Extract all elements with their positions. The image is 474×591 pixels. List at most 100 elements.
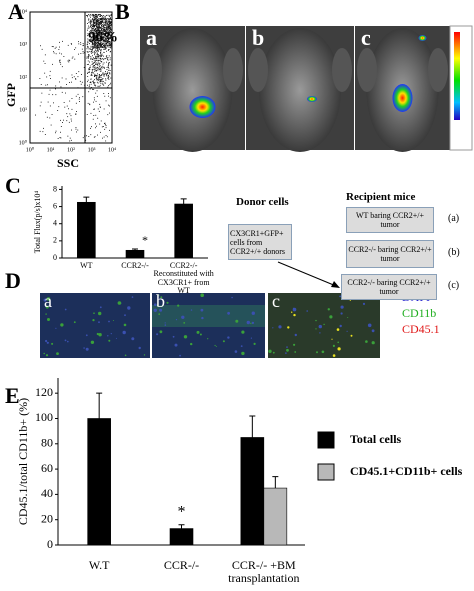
- event-dot: [97, 20, 99, 22]
- event-dot: [57, 110, 59, 111]
- cell-dot: [45, 313, 47, 315]
- event-dot: [103, 17, 104, 19]
- event-dot: [105, 71, 106, 72]
- event-dot: [108, 14, 110, 16]
- event-dot: [47, 101, 49, 103]
- event-dot: [103, 74, 105, 76]
- event-dot: [94, 22, 95, 24]
- cell-dot: [83, 347, 85, 349]
- cell-dot: [323, 323, 325, 326]
- event-dot: [96, 50, 98, 52]
- event-dot: [100, 28, 102, 30]
- cell-dot: [278, 325, 282, 329]
- event-dot: [55, 88, 56, 90]
- event-dot: [96, 39, 97, 41]
- y-tick-label: 4: [53, 219, 57, 228]
- cell-dot: [227, 336, 230, 339]
- event-dot: [87, 29, 88, 31]
- event-dot: [92, 36, 94, 38]
- event-dot: [95, 60, 97, 61]
- event-dot: [59, 81, 60, 83]
- event-dot: [109, 19, 111, 21]
- event-dot: [46, 76, 48, 78]
- event-dot: [104, 16, 106, 18]
- event-dot: [99, 22, 100, 23]
- cell-dot: [337, 341, 340, 344]
- event-dot: [105, 31, 107, 32]
- event-dot: [100, 53, 101, 55]
- event-dot: [106, 72, 108, 74]
- event-dot: [96, 18, 98, 20]
- event-dot: [82, 96, 84, 98]
- event-dot: [110, 14, 112, 16]
- cell-dot: [371, 329, 375, 333]
- event-dot: [95, 34, 97, 36]
- event-dot: [67, 116, 69, 118]
- event-dot: [98, 27, 100, 29]
- event-dot: [82, 137, 84, 139]
- event-dot: [103, 19, 104, 21]
- event-dot: [96, 36, 98, 37]
- event-dot: [90, 14, 92, 16]
- event-dot: [104, 124, 106, 126]
- event-dot: [94, 68, 96, 70]
- event-dot: [106, 36, 107, 37]
- event-dot: [98, 29, 100, 31]
- event-dot: [110, 19, 112, 20]
- y-tick-label: 10²: [19, 75, 27, 81]
- event-dot: [107, 45, 109, 47]
- event-dot: [100, 36, 102, 37]
- event-dot: [102, 28, 104, 30]
- event-dot: [93, 15, 94, 17]
- event-dot: [99, 31, 100, 33]
- event-dot: [98, 46, 100, 48]
- recipient-box: CCR2-/- baring CCR2+/+ tumor: [341, 274, 437, 300]
- event-dot: [100, 80, 102, 82]
- event-dot: [99, 43, 100, 45]
- cell-dot: [112, 320, 114, 321]
- event-dot: [103, 39, 105, 41]
- event-dot: [86, 43, 88, 45]
- event-dot: [104, 35, 106, 37]
- event-dot: [97, 26, 99, 27]
- event-dot: [103, 84, 105, 86]
- event-dot: [97, 44, 99, 46]
- error-bar: [96, 392, 103, 419]
- event-dot: [106, 29, 108, 31]
- event-dot: [97, 25, 99, 27]
- event-dot: [97, 60, 99, 62]
- event-dot: [104, 18, 106, 20]
- event-dot: [109, 21, 111, 23]
- event-dot: [94, 42, 95, 43]
- event-dot: [100, 120, 102, 122]
- event-dot: [39, 130, 41, 132]
- event-dot: [105, 100, 107, 102]
- cell-dot: [199, 333, 202, 336]
- event-dot: [94, 61, 96, 62]
- event-dot: [94, 62, 95, 63]
- cell-dot: [294, 333, 297, 337]
- event-dot: [68, 59, 70, 61]
- event-dot: [60, 86, 62, 88]
- event-dot: [87, 27, 89, 29]
- event-dot: [93, 101, 94, 103]
- y-tick-label: 10⁴: [19, 9, 27, 15]
- event-dot: [107, 34, 109, 36]
- event-dot: [49, 70, 51, 72]
- event-dot: [99, 43, 101, 45]
- y-tick-label: 6: [53, 201, 57, 210]
- x-tick-label: CCR-/- +BM transplantation: [228, 558, 300, 585]
- event-dot: [108, 68, 110, 70]
- event-dot: [107, 71, 108, 73]
- event-dot: [75, 73, 77, 74]
- event-dot: [87, 16, 88, 18]
- cell-dot: [340, 305, 344, 309]
- cell-dot: [346, 330, 348, 332]
- event-dot: [94, 84, 96, 86]
- event-dot: [55, 85, 57, 87]
- event-dot: [52, 46, 54, 48]
- event-dot: [108, 41, 110, 43]
- event-dot: [90, 20, 92, 22]
- event-dot: [110, 41, 112, 43]
